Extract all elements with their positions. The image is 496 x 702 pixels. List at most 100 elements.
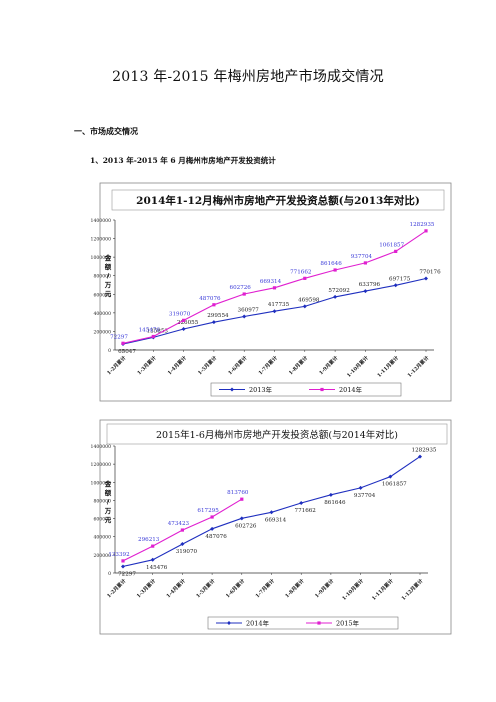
chart-title-box (106, 423, 448, 445)
data-point (181, 327, 186, 332)
legend-label: 2014年 (339, 385, 363, 394)
data-label: 633796 (359, 282, 381, 288)
data-point (272, 309, 277, 314)
y-tick-label: 1400000 (91, 444, 112, 450)
data-label: 72297 (118, 571, 136, 577)
data-label: 299554 (207, 313, 229, 319)
y-tick-label: 200000 (93, 553, 111, 559)
data-label: 861646 (324, 500, 346, 506)
y-axis-label-char: / (107, 498, 110, 506)
legend-label: 2015年 (336, 619, 360, 628)
chart-title: 2015年1-6月梅州市房地产开发投资总额(与2014年对比) (156, 429, 398, 441)
data-point (121, 559, 125, 563)
y-tick-label: 600000 (93, 517, 111, 523)
legend-marker (227, 621, 231, 625)
data-label: 861646 (320, 261, 342, 267)
data-label: 319070 (176, 549, 198, 555)
data-label: 770176 (419, 269, 441, 275)
y-axis-label-char: / (107, 272, 110, 280)
data-label: 669314 (260, 279, 282, 285)
data-point (242, 314, 247, 319)
data-label: 473423 (168, 521, 190, 527)
y-tick-label: 800000 (93, 498, 111, 504)
y-tick-label: 400000 (93, 535, 111, 541)
data-point (211, 320, 216, 325)
data-point (299, 500, 304, 505)
y-tick-label: 400000 (93, 311, 111, 317)
data-point (424, 276, 428, 281)
data-point (151, 544, 155, 548)
y-axis-label-char: 万 (104, 281, 112, 289)
data-point (121, 564, 125, 569)
data-point (180, 528, 184, 532)
legend-box (207, 616, 399, 630)
data-point (418, 454, 422, 459)
data-label: 65047 (118, 349, 136, 355)
chart-1: 2014年1-12月梅州市房地产开发投资总额(与2013年对比) 0 200000 4… (91, 182, 452, 402)
section-heading: 一、市场成交情况 (74, 126, 138, 136)
data-label: 937704 (354, 493, 376, 499)
data-point (239, 516, 244, 521)
data-label: 602726 (230, 285, 252, 291)
data-label: 771662 (295, 508, 317, 514)
data-point (212, 303, 216, 307)
data-label: 360977 (238, 307, 260, 313)
legend-label: 2013年 (249, 385, 273, 394)
data-point (302, 304, 307, 309)
data-point (150, 557, 155, 562)
data-point (210, 515, 214, 519)
data-point (333, 268, 337, 272)
data-label: 937704 (351, 254, 373, 260)
data-label: 617295 (197, 508, 219, 514)
data-label: 572092 (328, 288, 350, 294)
data-label: 1061857 (382, 482, 407, 488)
y-axis-label-char: 元 (105, 516, 112, 524)
data-label: 226055 (177, 320, 199, 326)
y-tick-label: 600000 (93, 292, 111, 298)
data-label: 1061857 (379, 242, 404, 248)
data-point (182, 318, 186, 322)
data-point (363, 289, 368, 294)
data-label: 669314 (265, 517, 287, 523)
data-point (388, 474, 393, 479)
chart-title: 2014年1-12月梅州市房地产开发投资总额(与2013年对比) (136, 194, 420, 207)
data-point (394, 249, 398, 253)
data-point (424, 229, 428, 233)
data-label: 72297 (110, 334, 128, 340)
y-tick-label: 1000000 (91, 480, 112, 486)
data-point (358, 485, 363, 490)
y-axis-label-char: 金 (104, 479, 112, 488)
data-point (242, 292, 246, 296)
legend-label: 2014年 (246, 619, 270, 628)
data-label: 145476 (146, 565, 168, 571)
y-tick-label: 1200000 (91, 462, 112, 468)
data-point (303, 276, 307, 280)
y-tick-label: 0 (108, 571, 111, 577)
page-title: 2013 年-2015 年梅州房地产市场成交情况 (112, 69, 384, 85)
data-point (210, 526, 215, 531)
chart-frame (99, 419, 452, 635)
chart-title-box (111, 189, 445, 211)
data-label: 135853 (147, 328, 169, 334)
data-label: 1282935 (410, 222, 435, 228)
data-point (272, 286, 277, 290)
data-label: 145476 (139, 327, 161, 333)
data-point (333, 294, 338, 299)
legend-marker (320, 387, 324, 392)
data-point (269, 510, 274, 515)
y-tick-label: 0 (108, 348, 111, 354)
legend-marker (317, 621, 321, 625)
y-axis-label-char: 金 (104, 253, 112, 262)
y-axis-label-char: 额 (105, 262, 112, 271)
data-label: 1282935 (412, 448, 437, 454)
data-label: 296213 (138, 537, 160, 543)
legend-marker (230, 387, 234, 392)
y-axis-label-char: 元 (105, 290, 112, 298)
y-tick-label: 1000000 (91, 255, 112, 261)
y-tick-label: 800000 (93, 274, 111, 280)
y-tick-label: 1400000 (91, 218, 112, 224)
data-label: 813760 (227, 490, 249, 496)
data-label: 487076 (205, 534, 227, 540)
data-label: 133392 (108, 552, 130, 558)
